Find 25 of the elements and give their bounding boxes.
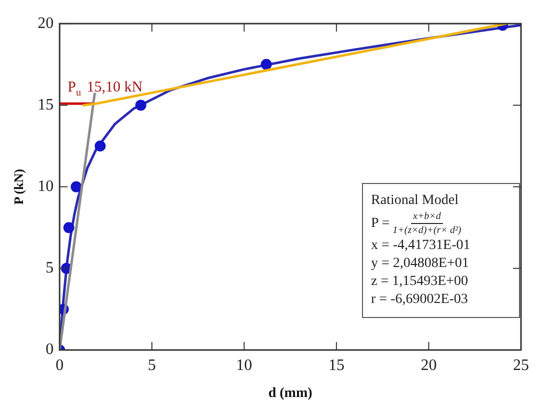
y-tick-label: 5 (46, 260, 54, 277)
annotation: P = (371, 214, 390, 232)
annotation: r = -6,69002E-03 (371, 291, 469, 309)
y-tick-label: 20 (38, 14, 54, 32)
y-tick-label: 15 (38, 96, 54, 114)
point (94, 140, 106, 152)
x-tick-label: 20 (420, 356, 437, 374)
x-tick-label: 10 (236, 356, 252, 374)
x-axis-title: d (mm) (268, 386, 313, 402)
y-axis-title: P (kN) (11, 168, 26, 205)
x-tick-label: 5 (148, 356, 156, 374)
annotation: x = -4,41731E-01 (371, 237, 472, 255)
x-tick-label: 25 (513, 356, 529, 374)
annotation: x+b×d (411, 210, 443, 224)
annotation: Rational Model (371, 192, 460, 210)
x-tick-label: 15 (328, 356, 344, 374)
point (260, 58, 272, 70)
annotation: y = 2,04808E+01 (371, 255, 470, 273)
point (135, 100, 146, 111)
annotation: z = 1,15493E+00 (371, 273, 470, 291)
y-tick-label: 0 (46, 341, 54, 358)
point (63, 222, 74, 234)
point (70, 181, 82, 192)
y-tick-label: 10 (38, 178, 54, 196)
annotation: 1+(z×d)+(r× d²) (392, 224, 462, 237)
